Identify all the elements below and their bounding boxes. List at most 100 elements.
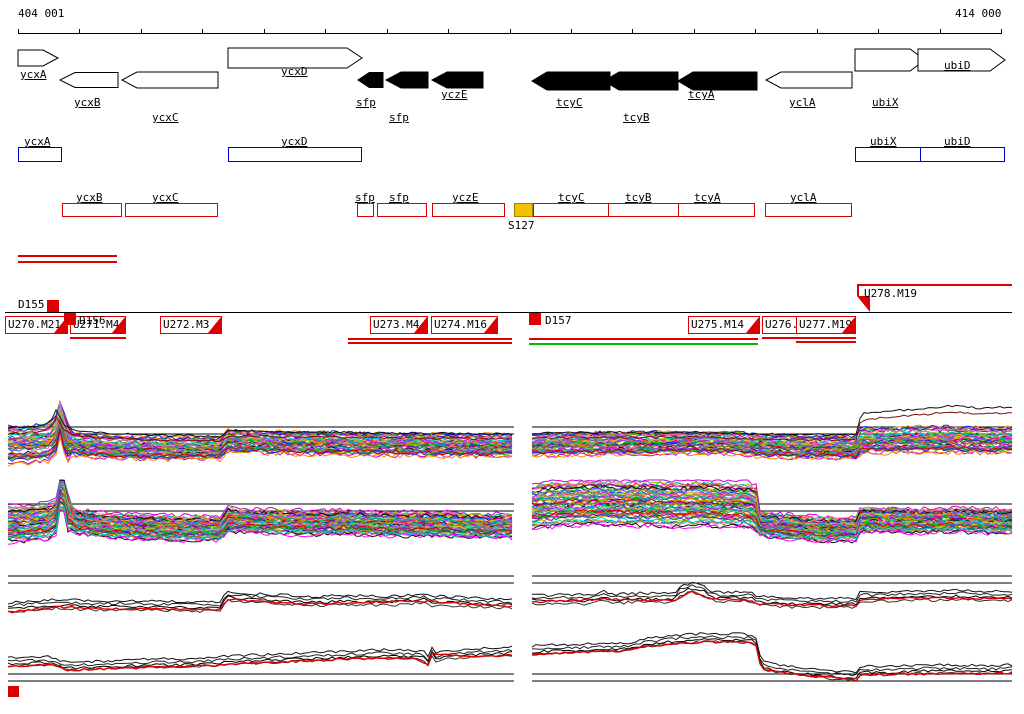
ycxC-arrow[interactable] bbox=[120, 71, 219, 89]
segment-U270.M21[interactable]: U270.M21 bbox=[5, 316, 68, 334]
yclA-red-label[interactable]: yclA bbox=[790, 191, 817, 204]
yczE-arrow[interactable] bbox=[430, 71, 484, 89]
segment-U272.M3[interactable]: U272.M3 bbox=[160, 316, 222, 334]
marker-D157-square[interactable] bbox=[529, 313, 541, 325]
series-line bbox=[532, 445, 1013, 459]
ycxB-label[interactable]: ycxB bbox=[74, 96, 101, 109]
ruler-tick bbox=[632, 29, 633, 34]
series-line bbox=[531, 446, 1013, 458]
series-line bbox=[7, 408, 513, 438]
expression-plot-d bbox=[7, 632, 1013, 682]
series-line bbox=[531, 591, 1013, 610]
sfp-2-arrow[interactable] bbox=[384, 71, 429, 89]
segment-flag-icon bbox=[208, 317, 221, 333]
s-segment-box[interactable] bbox=[514, 203, 533, 217]
gene-arrows-track bbox=[17, 47, 1006, 91]
tcyC-arrow[interactable] bbox=[531, 71, 611, 91]
series-line bbox=[531, 494, 1013, 529]
sfp2-red-box[interactable] bbox=[377, 203, 427, 217]
ycxA-blue-label[interactable]: ycxA bbox=[24, 135, 51, 148]
segment-flag-icon bbox=[54, 317, 67, 333]
ubiXD-blue-box[interactable] bbox=[855, 147, 1005, 162]
tcy-operon-red-box[interactable] bbox=[533, 203, 755, 217]
series-line bbox=[531, 437, 1013, 451]
yczE-red-box[interactable] bbox=[432, 203, 505, 217]
ycxC-label[interactable]: ycxC bbox=[152, 111, 179, 124]
series-line bbox=[8, 496, 513, 536]
segment-U273.M4[interactable]: U273.M4 bbox=[370, 316, 428, 334]
segment-underline bbox=[348, 342, 512, 344]
series-line bbox=[7, 590, 513, 605]
s-segment-label[interactable]: S127 bbox=[508, 219, 535, 232]
marker-D155-label[interactable]: D155 bbox=[18, 298, 45, 311]
expression-plot-b bbox=[7, 479, 1013, 545]
ruler-tick bbox=[18, 29, 19, 34]
ruler-tick bbox=[510, 29, 511, 34]
series-line bbox=[7, 415, 513, 443]
tcyB-label[interactable]: tcyB bbox=[623, 111, 650, 124]
yczE-label[interactable]: yczE bbox=[441, 88, 468, 101]
yclA-label[interactable]: yclA bbox=[789, 96, 816, 109]
tcy-operon-red-label[interactable]: tcyA bbox=[694, 191, 721, 204]
yczE-red-label[interactable]: yczE bbox=[452, 191, 479, 204]
segment-U277.M19[interactable]: U277.M19 bbox=[796, 316, 856, 334]
series-line bbox=[531, 513, 1013, 540]
tcyA-label[interactable]: tcyA bbox=[688, 88, 715, 101]
segment-flag-icon bbox=[414, 317, 427, 333]
series-line bbox=[531, 584, 1013, 603]
ycxC-red-box[interactable] bbox=[125, 203, 218, 217]
ycxB-red-label[interactable]: ycxB bbox=[76, 191, 103, 204]
tcyC-label[interactable]: tcyC bbox=[556, 96, 583, 109]
tcy-operon-red-label[interactable]: tcyB bbox=[625, 191, 652, 204]
series-line bbox=[7, 436, 513, 467]
ycxB-arrow[interactable] bbox=[58, 72, 119, 88]
marker-D157-label[interactable]: D157 bbox=[545, 314, 572, 327]
segment-underline bbox=[762, 337, 856, 339]
sfp1-red-box[interactable] bbox=[357, 203, 374, 217]
yclA-red-box[interactable] bbox=[765, 203, 852, 217]
sfp-2-label[interactable]: sfp bbox=[389, 111, 409, 124]
transcript-line bbox=[857, 284, 1012, 286]
segment-U275.M14[interactable]: U275.M14 bbox=[688, 316, 760, 334]
sfp2-red-label[interactable]: sfp bbox=[389, 191, 409, 204]
tcy-operon-red-label[interactable]: tcyC bbox=[558, 191, 585, 204]
ubiX-arrow[interactable] bbox=[854, 48, 926, 72]
segment-label: U275.M14 bbox=[691, 318, 744, 331]
tcyA-arrow[interactable] bbox=[677, 71, 758, 91]
ubiXD-blue-divider bbox=[920, 147, 921, 162]
ycxB-red-box[interactable] bbox=[62, 203, 122, 217]
ycxD-label[interactable]: ycxD bbox=[281, 65, 308, 78]
transcript-line bbox=[18, 255, 117, 257]
segment-U271.M4[interactable]: U271.M4 bbox=[70, 316, 126, 334]
marker-D155-square[interactable] bbox=[47, 300, 59, 312]
sfp1-red-label[interactable]: sfp bbox=[355, 191, 375, 204]
ycxD-arrow[interactable] bbox=[227, 47, 363, 69]
segment-U274.M16[interactable]: U274.M16 bbox=[431, 316, 498, 334]
ubiD-arrow[interactable] bbox=[917, 48, 1006, 72]
ycxA-arrow[interactable] bbox=[17, 49, 60, 67]
segment-flag-icon bbox=[842, 317, 855, 333]
u278-flag-icon bbox=[857, 296, 870, 312]
sfp-1-arrow[interactable] bbox=[357, 72, 384, 88]
ycxA-blue-box[interactable] bbox=[18, 147, 62, 162]
series-line bbox=[7, 416, 513, 451]
marker-D156-square[interactable] bbox=[64, 313, 76, 325]
ubiD-label[interactable]: ubiD bbox=[944, 59, 971, 72]
ycxC-red-label[interactable]: ycxC bbox=[152, 191, 179, 204]
yclA-arrow[interactable] bbox=[764, 71, 853, 89]
ycxD-blue-box[interactable] bbox=[228, 147, 362, 162]
ycxA-label[interactable]: ycxA bbox=[20, 68, 47, 81]
marker-D156-label[interactable]: D156 bbox=[79, 314, 106, 327]
tcyB-arrow[interactable] bbox=[603, 71, 679, 91]
ubiXD-blue-label[interactable]: ubiX bbox=[870, 135, 897, 148]
ubiXD-blue-label[interactable]: ubiD bbox=[944, 135, 971, 148]
ubiX-label[interactable]: ubiX bbox=[872, 96, 899, 109]
series-line bbox=[7, 400, 513, 441]
ycxD-blue-label[interactable]: ycxD bbox=[281, 135, 308, 148]
segment-u278-label[interactable]: U278.M19 bbox=[864, 287, 917, 300]
ruler-tick bbox=[141, 29, 142, 34]
ruler-tick bbox=[878, 29, 879, 34]
sfp-1-label[interactable]: sfp bbox=[356, 96, 376, 109]
segment-underline bbox=[348, 338, 512, 340]
series-line bbox=[531, 428, 1013, 443]
